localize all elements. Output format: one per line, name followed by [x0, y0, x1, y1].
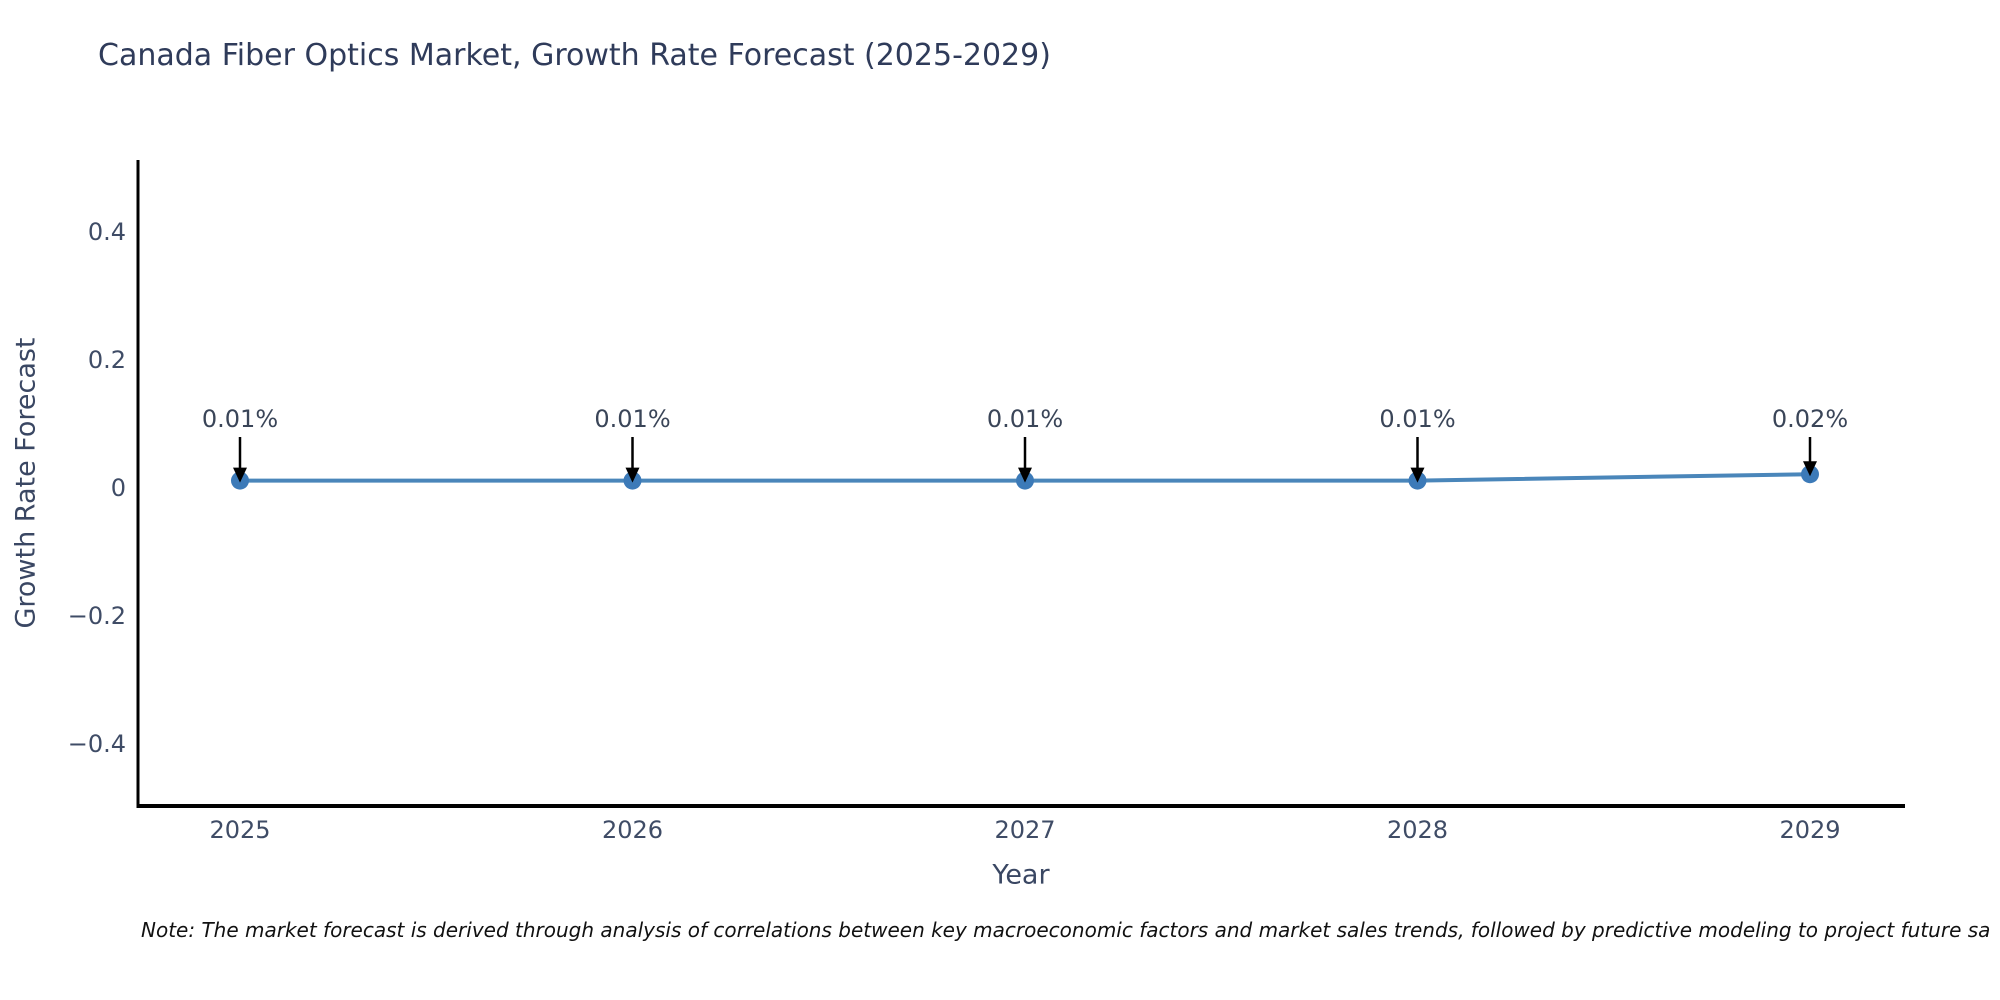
y-tick-label: −0.4	[68, 730, 126, 758]
x-tick-label: 2027	[994, 816, 1055, 844]
footnote: Note: The market forecast is derived thr…	[141, 918, 1991, 942]
annotation-arrow-head	[1803, 461, 1817, 477]
y-tick-label: 0.2	[88, 346, 126, 374]
x-tick-label: 2025	[209, 816, 270, 844]
x-axis-title: Year	[992, 859, 1050, 891]
x-tick-label: 2029	[1779, 816, 1840, 844]
x-tick-label: 2028	[1387, 816, 1448, 844]
x-tick-label: 2026	[602, 816, 663, 844]
point-label: 0.02%	[1772, 405, 1848, 433]
annotation-arrow-head	[1018, 467, 1032, 483]
y-axis-title: Growth Rate Forecast	[10, 337, 42, 629]
chart-title: Canada Fiber Optics Market, Growth Rate …	[98, 38, 1051, 73]
point-label: 0.01%	[202, 405, 278, 433]
annotation-arrow-head	[1410, 467, 1425, 483]
y-tick-label: 0	[111, 474, 126, 502]
point-label: 0.01%	[1379, 405, 1455, 433]
annotation-arrow-head	[233, 467, 247, 483]
y-tick-label: −0.2	[68, 602, 126, 630]
annotation-arrow-head	[625, 467, 640, 483]
y-tick-label: 0.4	[88, 218, 126, 246]
point-label: 0.01%	[594, 405, 670, 433]
point-label: 0.01%	[987, 405, 1063, 433]
